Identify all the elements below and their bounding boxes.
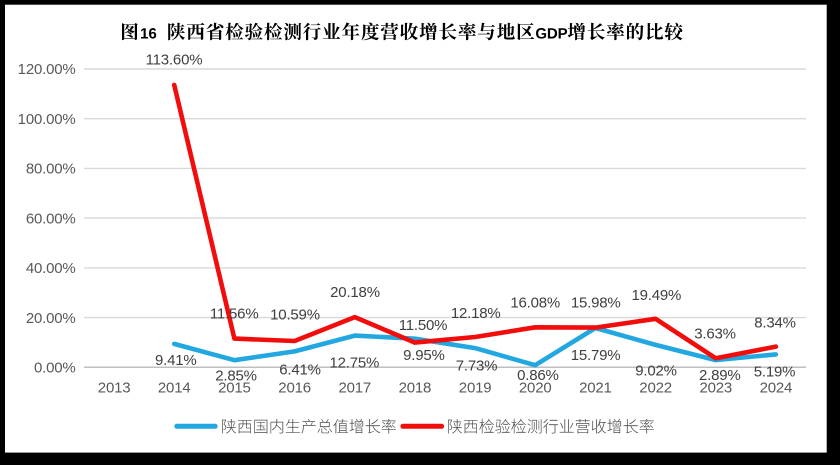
svg-text:2014: 2014 (158, 380, 191, 397)
svg-text:0.00%: 0.00% (34, 360, 76, 377)
svg-text:60.00%: 60.00% (26, 210, 76, 227)
svg-text:16.08%: 16.08% (510, 295, 560, 312)
svg-text:11.50%: 11.50% (399, 317, 448, 334)
svg-text:10.59%: 10.59% (270, 307, 320, 324)
svg-text:2016: 2016 (278, 380, 311, 397)
svg-text:12.18%: 12.18% (451, 305, 501, 322)
svg-text:11.56%: 11.56% (210, 306, 259, 323)
svg-text:2013: 2013 (98, 380, 131, 397)
svg-text:2.89%: 2.89% (699, 367, 741, 384)
svg-text:100.00%: 100.00% (18, 111, 76, 128)
svg-text:2.85%: 2.85% (215, 368, 257, 385)
svg-text:2018: 2018 (399, 380, 432, 397)
svg-text:2017: 2017 (339, 380, 372, 397)
svg-text:2019: 2019 (459, 380, 492, 397)
svg-text:7.73%: 7.73% (456, 357, 498, 374)
svg-text:2021: 2021 (579, 380, 612, 397)
svg-text:0.86%: 0.86% (517, 367, 559, 384)
svg-text:9.95%: 9.95% (403, 347, 445, 364)
svg-text:40.00%: 40.00% (26, 260, 76, 277)
svg-text:9.02%: 9.02% (635, 362, 677, 379)
svg-text:2024: 2024 (760, 380, 793, 397)
svg-text:2020: 2020 (519, 380, 552, 397)
svg-text:5.19%: 5.19% (754, 363, 796, 380)
svg-text:120.00%: 120.00% (18, 61, 76, 78)
svg-text:20.18%: 20.18% (330, 284, 380, 301)
svg-text:8.34%: 8.34% (754, 314, 796, 331)
svg-text:19.49%: 19.49% (631, 287, 681, 304)
svg-text:2023: 2023 (700, 380, 733, 397)
svg-text:6.41%: 6.41% (279, 362, 321, 379)
svg-text:9.41%: 9.41% (155, 352, 197, 369)
svg-text:12.75%: 12.75% (329, 355, 379, 372)
svg-text:3.63%: 3.63% (694, 326, 736, 343)
svg-text:2022: 2022 (639, 380, 672, 397)
svg-text:15.79%: 15.79% (571, 347, 621, 364)
svg-text:15.98%: 15.98% (571, 295, 621, 312)
svg-text:113.60%: 113.60% (146, 52, 203, 69)
svg-text:2015: 2015 (218, 380, 251, 397)
svg-text:20.00%: 20.00% (26, 310, 76, 327)
svg-text:80.00%: 80.00% (26, 161, 76, 178)
